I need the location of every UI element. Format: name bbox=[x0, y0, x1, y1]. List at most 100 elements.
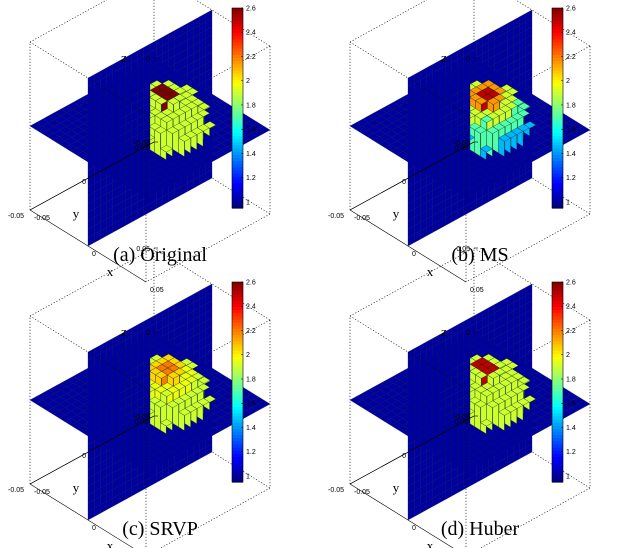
original-colorbar-segment bbox=[232, 92, 243, 97]
ms-x-axis-label: x bbox=[427, 264, 434, 279]
huber-colorbar-segment bbox=[552, 410, 563, 414]
original-colorbar-segment bbox=[232, 123, 243, 128]
huber-colorbar-segment bbox=[552, 388, 563, 392]
ms-colorbar-segment bbox=[552, 70, 563, 75]
huber-colorbar-tick-label: 1.6 bbox=[566, 401, 576, 408]
huber-y-tick-label: 0.05 bbox=[454, 419, 468, 426]
srvp-colorbar-segment bbox=[232, 463, 243, 467]
original-colorbar-segment bbox=[232, 39, 243, 43]
huber-colorbar-segment bbox=[552, 416, 563, 421]
huber-colorbar-tick-label: 2 bbox=[566, 352, 570, 359]
original-x-tick-label: 0 bbox=[92, 251, 96, 258]
ms-colorbar-segment bbox=[552, 67, 563, 72]
huber-colorbar-segment bbox=[552, 310, 563, 314]
ms-y-tick-label: 0 bbox=[402, 179, 406, 186]
ms-colorbar-segment bbox=[552, 123, 563, 128]
srvp-colorbar-tick-label: 2 bbox=[246, 352, 250, 359]
original-colorbar-segment bbox=[232, 79, 243, 84]
ms-colorbar-segment bbox=[552, 170, 563, 175]
srvp-colorbar-segment bbox=[232, 310, 243, 314]
original-y-tick-label: 0.05 bbox=[134, 145, 148, 152]
ms-colorbar-segment bbox=[552, 164, 563, 168]
ms-colorbar-segment bbox=[552, 145, 563, 150]
srvp-colorbar-segment bbox=[232, 294, 243, 299]
huber-colorbar-segment bbox=[552, 297, 563, 302]
huber-y-tick-label: -0.05 bbox=[328, 487, 344, 494]
srvp-colorbar-segment bbox=[232, 357, 243, 361]
srvp-colorbar-segment bbox=[232, 475, 243, 480]
ms-colorbar-segment bbox=[552, 154, 563, 159]
original-slice-cell bbox=[143, 43, 151, 57]
original-colorbar-segment bbox=[232, 11, 243, 15]
srvp-colorbar-segment bbox=[232, 397, 243, 402]
srvp-voxel-side bbox=[160, 422, 167, 435]
panel-srvp: 0.050-0.050.050-0.05-0.0500.05zyx2.62.42… bbox=[0, 246, 320, 548]
huber-colorbar-segment bbox=[552, 475, 563, 480]
srvp-z-tick-label: 0.05 bbox=[136, 246, 150, 253]
original-x-tick-label: -0.05 bbox=[34, 215, 50, 222]
huber-colorbar-segment bbox=[552, 460, 563, 464]
original-colorbar-segment bbox=[232, 36, 243, 40]
huber-colorbar-segment bbox=[552, 375, 563, 380]
srvp-colorbar-segment bbox=[232, 282, 243, 286]
original-colorbar-tick-label: 2.6 bbox=[246, 6, 256, 13]
original-colorbar-segment bbox=[232, 158, 243, 162]
srvp-colorbar-segment bbox=[232, 338, 243, 342]
ms-colorbar-tick-label: 1 bbox=[566, 199, 570, 206]
ms-colorbar-tick-label: 1.2 bbox=[566, 175, 576, 182]
ms-colorbar-segment bbox=[552, 120, 563, 125]
original-colorbar-tick-label: 2 bbox=[246, 78, 250, 85]
ms-slice-cell bbox=[463, 43, 471, 57]
original-colorbar-segment bbox=[232, 29, 243, 34]
huber-slice-cell bbox=[463, 317, 471, 331]
huber-colorbar-segment bbox=[552, 478, 563, 483]
srvp-colorbar-tick-label: 2.4 bbox=[246, 304, 256, 311]
srvp-colorbar-segment bbox=[232, 472, 243, 477]
srvp-colorbar-segment bbox=[232, 325, 243, 330]
plot-huber: 0.050-0.050.050-0.05-0.0500.05zyx2.62.42… bbox=[328, 246, 591, 548]
ms-colorbar-segment bbox=[552, 192, 563, 197]
ms-colorbar-segment bbox=[552, 133, 563, 137]
ms-colorbar-segment bbox=[552, 136, 563, 140]
original-colorbar-segment bbox=[232, 26, 243, 31]
ms-colorbar-segment bbox=[552, 33, 563, 37]
srvp-colorbar-segment bbox=[232, 303, 243, 308]
huber-colorbar-segment bbox=[552, 403, 563, 408]
srvp-voxel-side bbox=[178, 411, 185, 431]
huber-colorbar-segment bbox=[552, 307, 563, 311]
ms-colorbar-segment bbox=[552, 198, 563, 203]
original-colorbar-segment bbox=[232, 139, 243, 143]
original-colorbar-segment bbox=[232, 179, 243, 184]
ms-colorbar-segment bbox=[552, 20, 563, 25]
original-voxel-side bbox=[154, 129, 161, 157]
huber-colorbar-segment bbox=[552, 285, 563, 289]
srvp-colorbar-tick-label: 1.8 bbox=[246, 376, 256, 383]
srvp-colorbar-segment bbox=[232, 438, 243, 442]
original-colorbar-segment bbox=[232, 145, 243, 150]
srvp-colorbar-segment bbox=[232, 322, 243, 327]
huber-colorbar-segment bbox=[552, 466, 563, 471]
original-colorbar-segment bbox=[232, 48, 243, 53]
original-x-tick-label: 0.05 bbox=[150, 287, 164, 294]
original-colorbar-segment bbox=[232, 64, 243, 68]
ms-box-edge bbox=[465, 213, 591, 283]
huber-colorbar-segment bbox=[552, 397, 563, 402]
ms-colorbar-tick-label: 2 bbox=[566, 78, 570, 85]
huber-y-axis-label: y bbox=[393, 480, 400, 495]
huber-colorbar-segment bbox=[552, 372, 563, 377]
ms-colorbar-segment bbox=[552, 201, 563, 206]
huber-colorbar-segment bbox=[552, 341, 563, 346]
huber-colorbar-segment bbox=[552, 378, 563, 383]
original-colorbar-segment bbox=[232, 167, 243, 172]
ms-x-tick-label: -0.05 bbox=[354, 215, 370, 222]
ms-colorbar-segment bbox=[552, 176, 563, 181]
huber-colorbar-segment bbox=[552, 457, 563, 461]
srvp-colorbar-tick-label: 1.2 bbox=[246, 449, 256, 456]
huber-colorbar-segment bbox=[552, 385, 563, 389]
huber-colorbar-segment bbox=[552, 444, 563, 449]
ms-axis-x bbox=[349, 209, 467, 283]
ms-colorbar-segment bbox=[552, 92, 563, 97]
ms-colorbar-segment bbox=[552, 73, 563, 78]
huber-colorbar-tick-label: 2.2 bbox=[566, 328, 576, 335]
huber-colorbar-segment bbox=[552, 447, 563, 452]
